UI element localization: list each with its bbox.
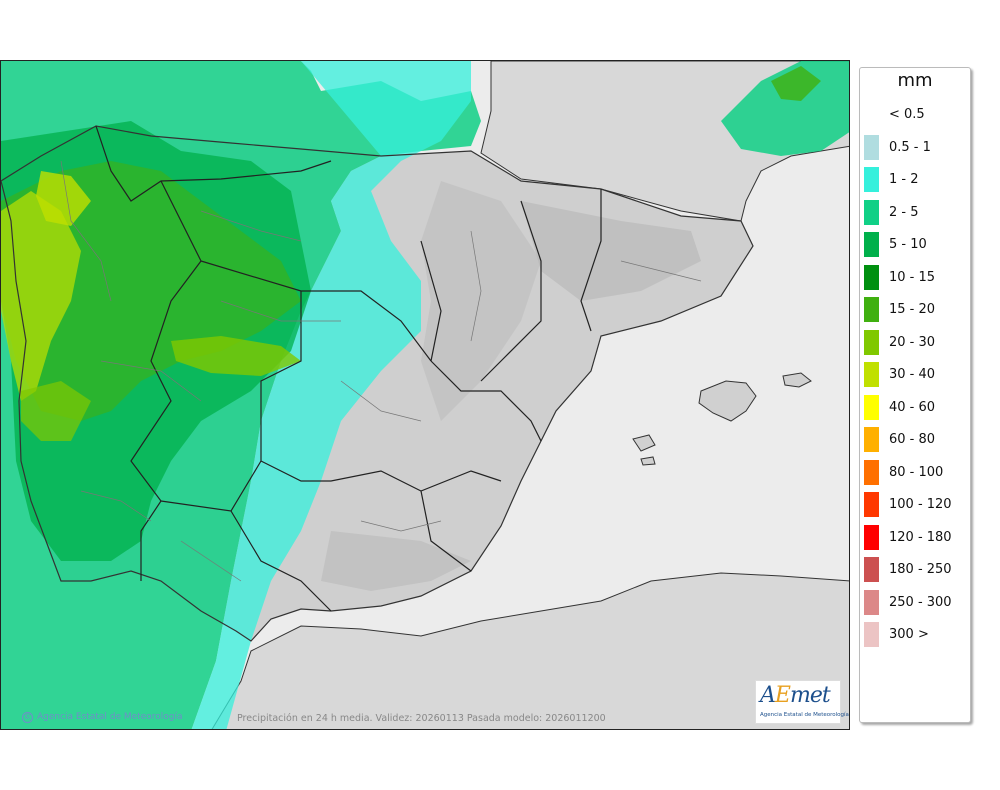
province-borders bbox=[60, 160, 702, 582]
legend-swatch bbox=[864, 589, 879, 615]
legend-label: 2 - 5 bbox=[889, 204, 919, 220]
legend-item: 20 - 30 bbox=[864, 329, 968, 356]
region-borders bbox=[95, 125, 602, 612]
credit-label: Agencia Estatal de Meteorología bbox=[37, 712, 183, 722]
legend-label: 0.5 - 1 bbox=[889, 139, 931, 155]
legend-item: 30 - 40 bbox=[864, 362, 968, 388]
legend-item: 100 - 120 bbox=[864, 492, 968, 518]
legend-swatch bbox=[864, 524, 879, 550]
legend-item: 1 - 2 bbox=[864, 167, 968, 193]
legend-label: 120 - 180 bbox=[889, 529, 952, 545]
map-canvas bbox=[1, 61, 849, 729]
legend-swatch bbox=[864, 134, 879, 160]
mallorca bbox=[698, 380, 757, 422]
legend-swatch bbox=[864, 557, 879, 582]
iberia-coastline bbox=[1, 125, 754, 642]
credit-text: © Agencia Estatal de Meteorología bbox=[22, 712, 183, 723]
legend-item: 10 - 15 bbox=[864, 264, 968, 291]
legend-item: 5 - 10 bbox=[864, 232, 968, 258]
legend-label: 300 > bbox=[889, 627, 929, 642]
precipitation-legend: mm < 0.5 0.5 - 1 1 - 2 2 - 5 5 - 10 10 - 15 15… bbox=[859, 67, 971, 723]
legend-swatch bbox=[864, 427, 879, 452]
legend-title: mm bbox=[897, 70, 933, 91]
legend-swatch bbox=[864, 264, 879, 290]
legend-item: 300 > bbox=[864, 622, 968, 648]
precip-zone-1-2 bbox=[191, 61, 471, 729]
legend-label: 15 - 20 bbox=[889, 302, 936, 317]
precip-zone-20-30-portugal bbox=[21, 381, 91, 441]
precip-zone-30-40-galicia bbox=[36, 171, 91, 226]
legend-label: 1 - 2 bbox=[889, 172, 919, 187]
legend-label: 40 - 60 bbox=[889, 399, 936, 415]
legend-swatch bbox=[864, 492, 879, 517]
map-caption: Precipitación en 24 h media. Validez: 20… bbox=[237, 713, 606, 724]
legend-item: 250 - 300 bbox=[864, 589, 968, 616]
precip-zone-20-30-central bbox=[171, 336, 301, 376]
logo-wordmark: AEmet bbox=[760, 683, 831, 708]
legend-label: 10 - 15 bbox=[889, 269, 936, 285]
legend-swatch bbox=[864, 167, 879, 192]
legend-swatch bbox=[864, 362, 879, 387]
legend-swatch bbox=[864, 459, 879, 485]
legend-swatch bbox=[864, 199, 879, 225]
legend-item: < 0.5 bbox=[864, 102, 968, 128]
legend-item: 120 - 180 bbox=[864, 524, 968, 551]
legend-label: 250 - 300 bbox=[889, 594, 952, 610]
aemet-logo: AEmet Agencia Estatal de Meteorología bbox=[755, 680, 849, 724]
legend-label: 60 - 80 bbox=[889, 432, 936, 447]
legend-swatch bbox=[864, 329, 879, 355]
ibiza bbox=[632, 434, 656, 452]
legend-label: 30 - 40 bbox=[889, 367, 936, 382]
legend-item: 80 - 100 bbox=[864, 459, 968, 486]
precipitation-map bbox=[0, 60, 850, 730]
formentera bbox=[640, 456, 656, 466]
legend-label: < 0.5 bbox=[889, 107, 925, 122]
legend-label: 180 - 250 bbox=[889, 562, 952, 577]
legend-swatch bbox=[864, 622, 879, 647]
north-africa-land bbox=[211, 572, 849, 729]
legend-item: 15 - 20 bbox=[864, 297, 968, 323]
legend-label: 100 - 120 bbox=[889, 497, 952, 512]
legend-swatch bbox=[864, 394, 879, 420]
legend-item: 180 - 250 bbox=[864, 557, 968, 583]
logo-subtitle: Agencia Estatal de Meteorología bbox=[760, 712, 849, 718]
legend-swatch bbox=[864, 297, 879, 322]
legend-label: 80 - 100 bbox=[889, 464, 944, 480]
precip-zone-france-ne-core bbox=[771, 66, 821, 101]
legend-item: 2 - 5 bbox=[864, 199, 968, 226]
legend-label: 5 - 10 bbox=[889, 237, 927, 252]
relief-shading bbox=[321, 181, 701, 591]
copyright-icon: © bbox=[22, 712, 33, 723]
legend-swatch bbox=[864, 232, 879, 257]
legend-item: 40 - 60 bbox=[864, 394, 968, 421]
precip-zone-15-20 bbox=[1, 161, 301, 421]
legend-item: 60 - 80 bbox=[864, 427, 968, 453]
legend-label: 20 - 30 bbox=[889, 334, 936, 350]
legend-item: 0.5 - 1 bbox=[864, 134, 968, 161]
precip-zone-30-40-west bbox=[1, 191, 81, 401]
menorca bbox=[782, 372, 812, 388]
